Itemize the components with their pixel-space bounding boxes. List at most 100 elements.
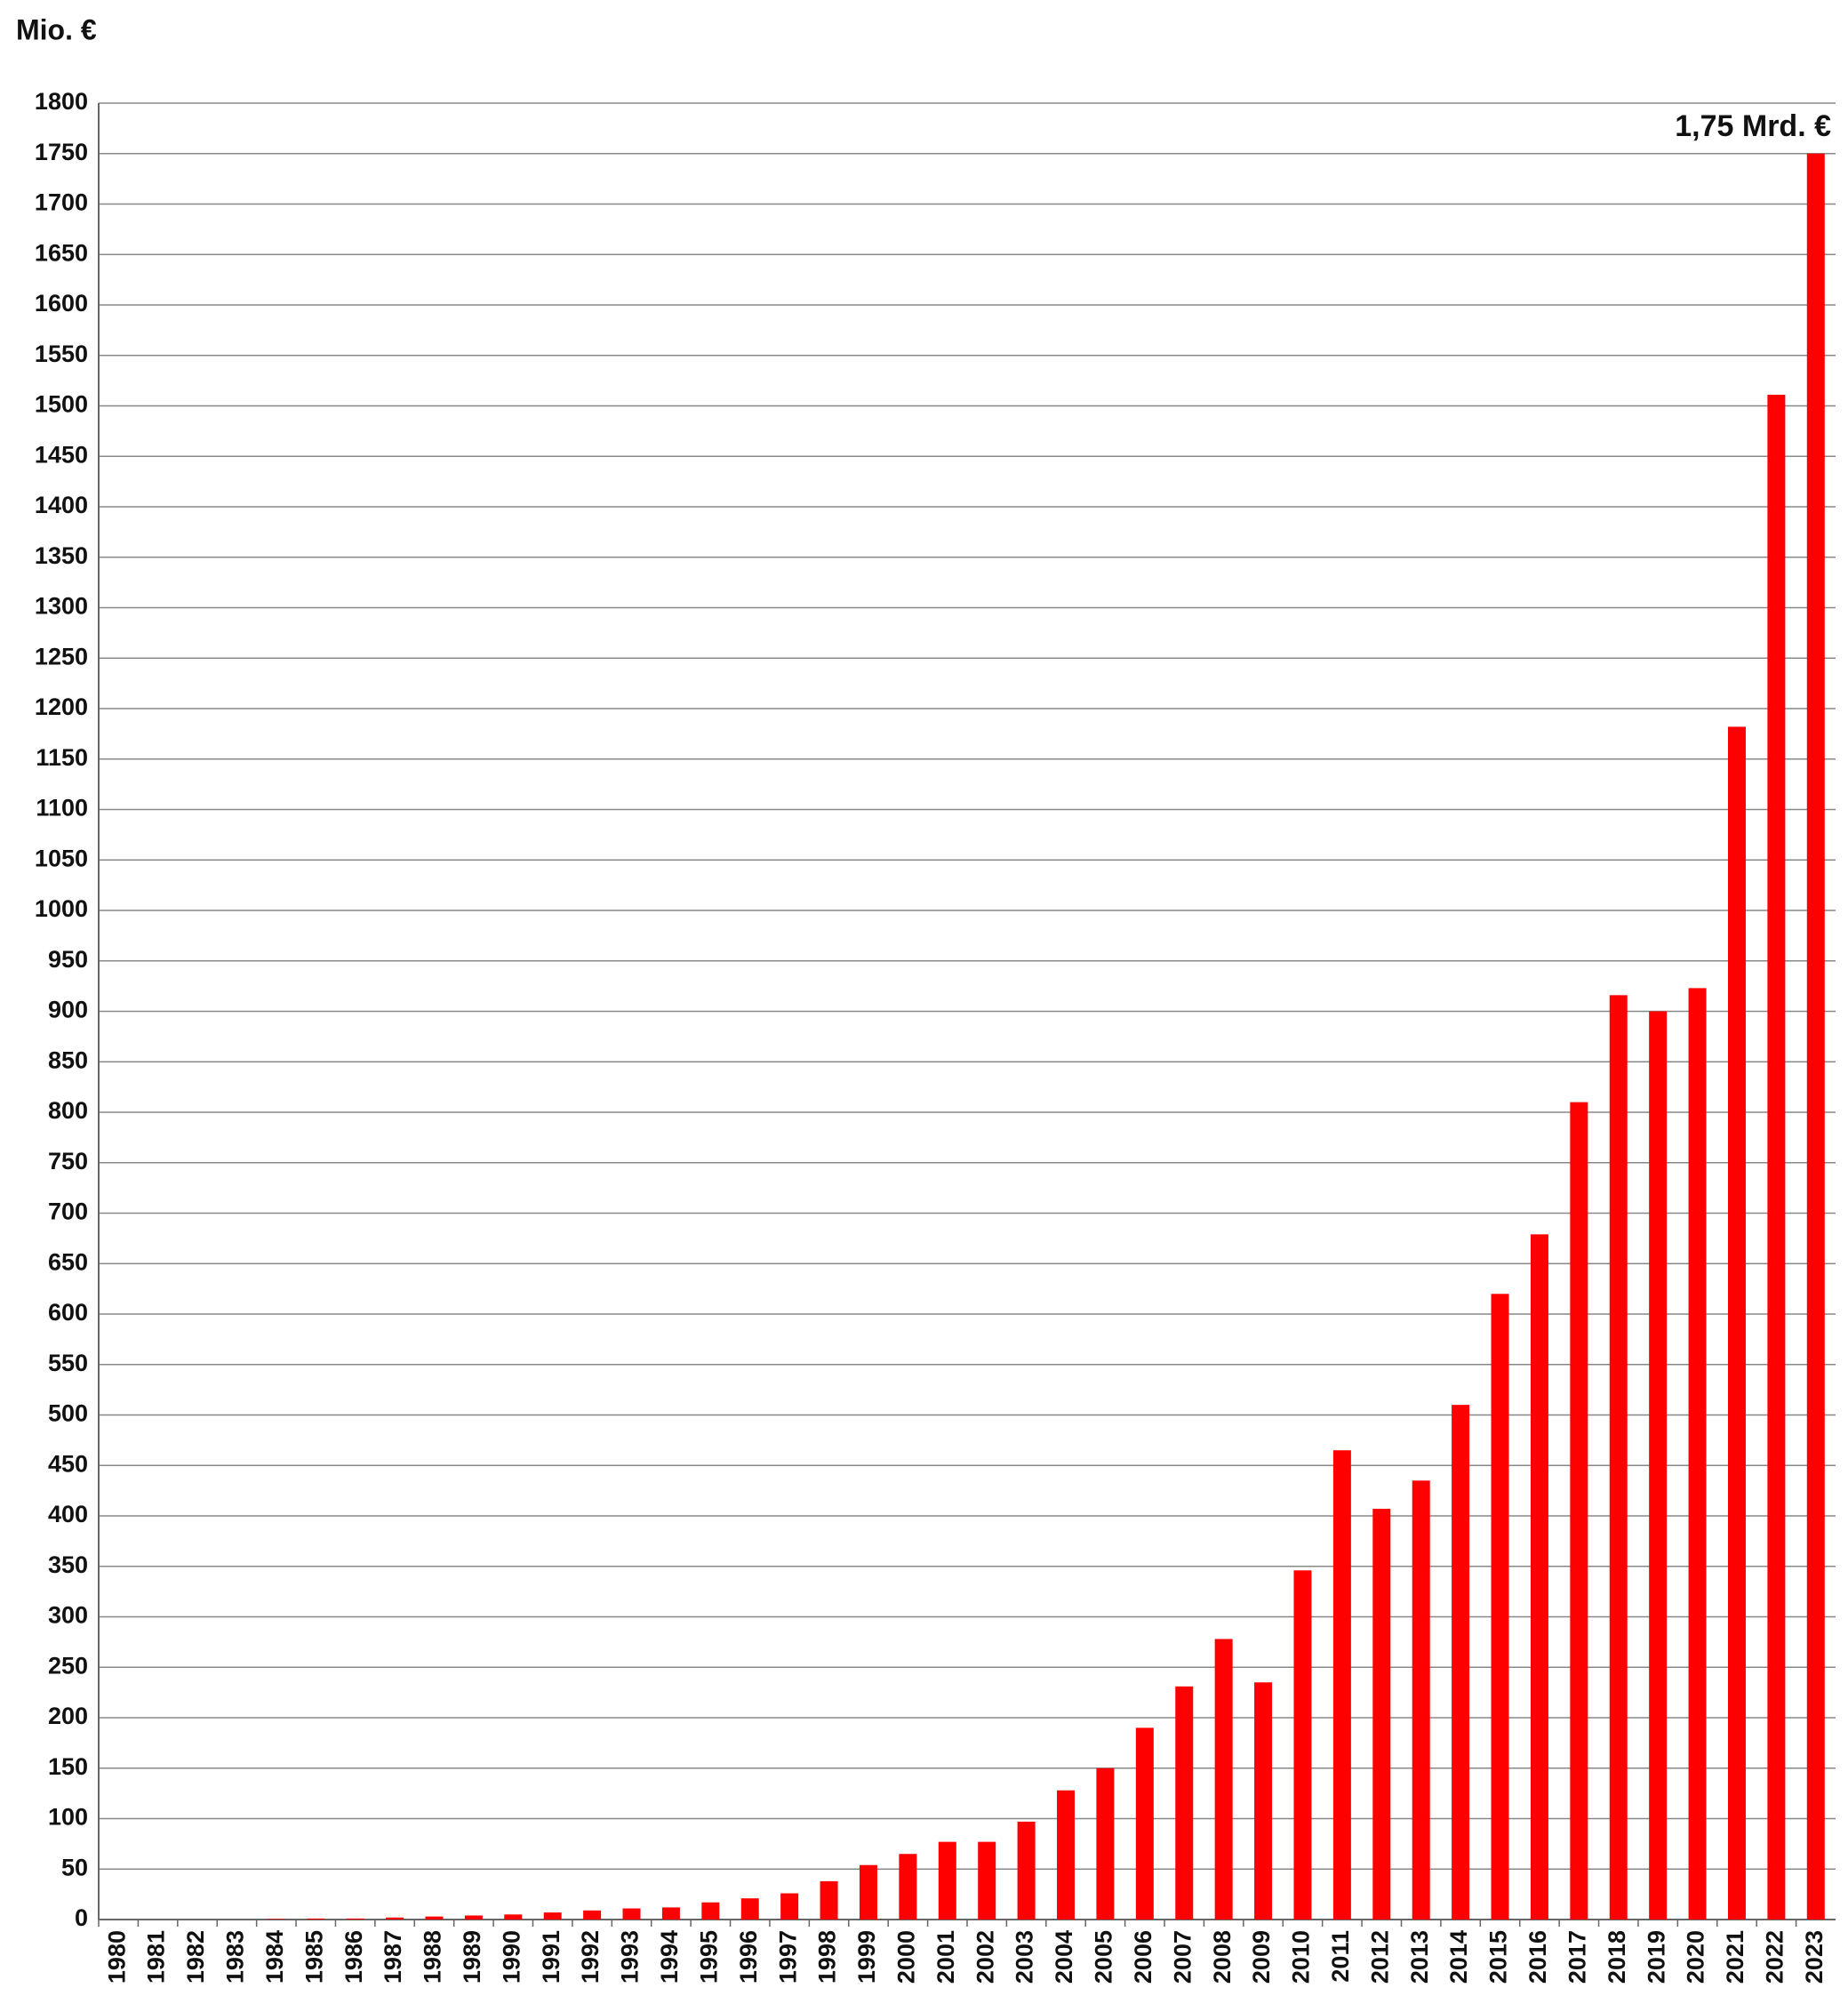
x-tick-label: 2023 bbox=[1801, 1930, 1828, 1984]
bar bbox=[1727, 726, 1746, 1920]
bar bbox=[661, 1907, 680, 1920]
bar bbox=[1688, 988, 1707, 1920]
y-tick-label: 150 bbox=[48, 1753, 88, 1780]
x-tick-label: 1995 bbox=[695, 1930, 722, 1984]
x-tick-label: 1990 bbox=[498, 1930, 524, 1984]
y-tick-label: 1650 bbox=[35, 239, 88, 266]
bar bbox=[1609, 995, 1628, 1920]
y-tick-label: 1150 bbox=[36, 744, 88, 771]
y-tick-label: 1400 bbox=[35, 492, 88, 518]
y-tick-label: 1700 bbox=[35, 189, 88, 216]
y-tick-label: 750 bbox=[48, 1148, 88, 1174]
bar bbox=[425, 1916, 444, 1920]
x-tick-label: 2018 bbox=[1604, 1930, 1630, 1984]
bar bbox=[701, 1902, 720, 1920]
x-tick-label: 2007 bbox=[1169, 1930, 1196, 1984]
y-tick-label: 1500 bbox=[35, 391, 88, 418]
y-tick-label: 0 bbox=[75, 1904, 88, 1931]
bar bbox=[1017, 1821, 1036, 1920]
bar bbox=[1649, 1011, 1668, 1920]
bar bbox=[1767, 395, 1786, 1920]
bar bbox=[1491, 1294, 1509, 1920]
bar bbox=[899, 1854, 917, 1920]
y-tick-label: 550 bbox=[48, 1350, 88, 1376]
bar bbox=[386, 1917, 404, 1920]
y-tick-label: 450 bbox=[48, 1450, 88, 1477]
x-tick-label: 1992 bbox=[577, 1930, 604, 1984]
bar bbox=[1175, 1686, 1194, 1920]
y-tick-label: 1450 bbox=[35, 441, 88, 468]
y-tick-label: 650 bbox=[48, 1248, 88, 1275]
y-tick-label: 600 bbox=[48, 1299, 88, 1326]
x-tick-label: 1987 bbox=[380, 1930, 406, 1984]
x-tick-label: 1983 bbox=[222, 1930, 249, 1984]
x-tick-label: 1994 bbox=[656, 1930, 683, 1984]
y-tick-label: 800 bbox=[48, 1097, 88, 1124]
x-tick-label: 1997 bbox=[774, 1930, 801, 1984]
y-tick-label: 350 bbox=[48, 1551, 88, 1578]
y-tick-label: 1200 bbox=[35, 693, 88, 720]
y-tick-label: 250 bbox=[48, 1652, 88, 1679]
bar bbox=[938, 1841, 956, 1920]
y-tick-label: 700 bbox=[48, 1198, 88, 1225]
x-tick-label: 1996 bbox=[735, 1930, 762, 1984]
x-tick-label: 2010 bbox=[1288, 1930, 1315, 1984]
x-tick-label: 2015 bbox=[1485, 1930, 1512, 1984]
bar bbox=[346, 1918, 364, 1920]
x-tick-label: 1985 bbox=[300, 1930, 327, 1984]
y-tick-label: 900 bbox=[48, 997, 88, 1023]
bar bbox=[1057, 1790, 1076, 1920]
x-tick-label: 2012 bbox=[1366, 1930, 1393, 1984]
bar bbox=[859, 1864, 877, 1920]
y-tick-label: 500 bbox=[48, 1400, 88, 1427]
bar bbox=[504, 1914, 523, 1920]
x-tick-label: 2001 bbox=[932, 1930, 959, 1984]
bar bbox=[464, 1915, 483, 1920]
bar bbox=[543, 1912, 562, 1920]
x-tick-label: 1988 bbox=[420, 1930, 446, 1984]
bar bbox=[1332, 1450, 1351, 1920]
bar bbox=[780, 1893, 799, 1920]
y-tick-label: 1350 bbox=[35, 542, 88, 569]
x-tick-label: 1998 bbox=[814, 1930, 841, 1984]
x-tick-label: 1980 bbox=[103, 1930, 130, 1984]
bar bbox=[978, 1841, 996, 1920]
y-tick-label: 1100 bbox=[36, 795, 88, 822]
x-tick-label: 2014 bbox=[1445, 1930, 1472, 1984]
bar bbox=[1135, 1727, 1154, 1920]
bar bbox=[1096, 1768, 1115, 1920]
x-tick-label: 2011 bbox=[1327, 1930, 1354, 1983]
y-tick-label: 1050 bbox=[35, 845, 88, 871]
bar bbox=[1412, 1480, 1430, 1920]
y-tick-label: 100 bbox=[48, 1804, 88, 1831]
y-tick-label: 1000 bbox=[35, 895, 88, 922]
x-tick-label: 2000 bbox=[893, 1930, 920, 1984]
x-tick-label: 2019 bbox=[1643, 1930, 1669, 1984]
y-tick-label: 1300 bbox=[35, 593, 88, 620]
bar bbox=[1452, 1405, 1470, 1920]
x-tick-label: 2016 bbox=[1524, 1930, 1551, 1984]
x-tick-label: 1999 bbox=[853, 1930, 880, 1984]
bar bbox=[307, 1918, 325, 1920]
x-tick-label: 2017 bbox=[1564, 1930, 1590, 1984]
annotation: 1,75 Mrd. € bbox=[1675, 109, 1831, 143]
bar bbox=[583, 1910, 602, 1920]
x-tick-label: 2009 bbox=[1248, 1930, 1275, 1984]
bar bbox=[1570, 1102, 1588, 1920]
bar bbox=[1372, 1509, 1391, 1920]
y-tick-label: 1250 bbox=[35, 643, 88, 669]
x-tick-label: 1989 bbox=[459, 1930, 485, 1984]
y-tick-label: 1550 bbox=[35, 341, 88, 367]
x-tick-label: 2013 bbox=[1406, 1930, 1433, 1984]
x-tick-label: 2004 bbox=[1051, 1930, 1077, 1984]
bar bbox=[622, 1908, 641, 1920]
y-tick-label: 400 bbox=[48, 1501, 88, 1527]
x-tick-label: 2008 bbox=[1209, 1930, 1236, 1984]
y-tick-label: 1750 bbox=[35, 139, 88, 165]
y-tick-label: 950 bbox=[48, 946, 88, 973]
bar bbox=[1254, 1682, 1273, 1920]
x-tick-label: 2006 bbox=[1130, 1930, 1156, 1984]
y-tick-label: 850 bbox=[48, 1046, 88, 1073]
x-tick-label: 2021 bbox=[1722, 1930, 1748, 1984]
bar bbox=[740, 1898, 759, 1920]
